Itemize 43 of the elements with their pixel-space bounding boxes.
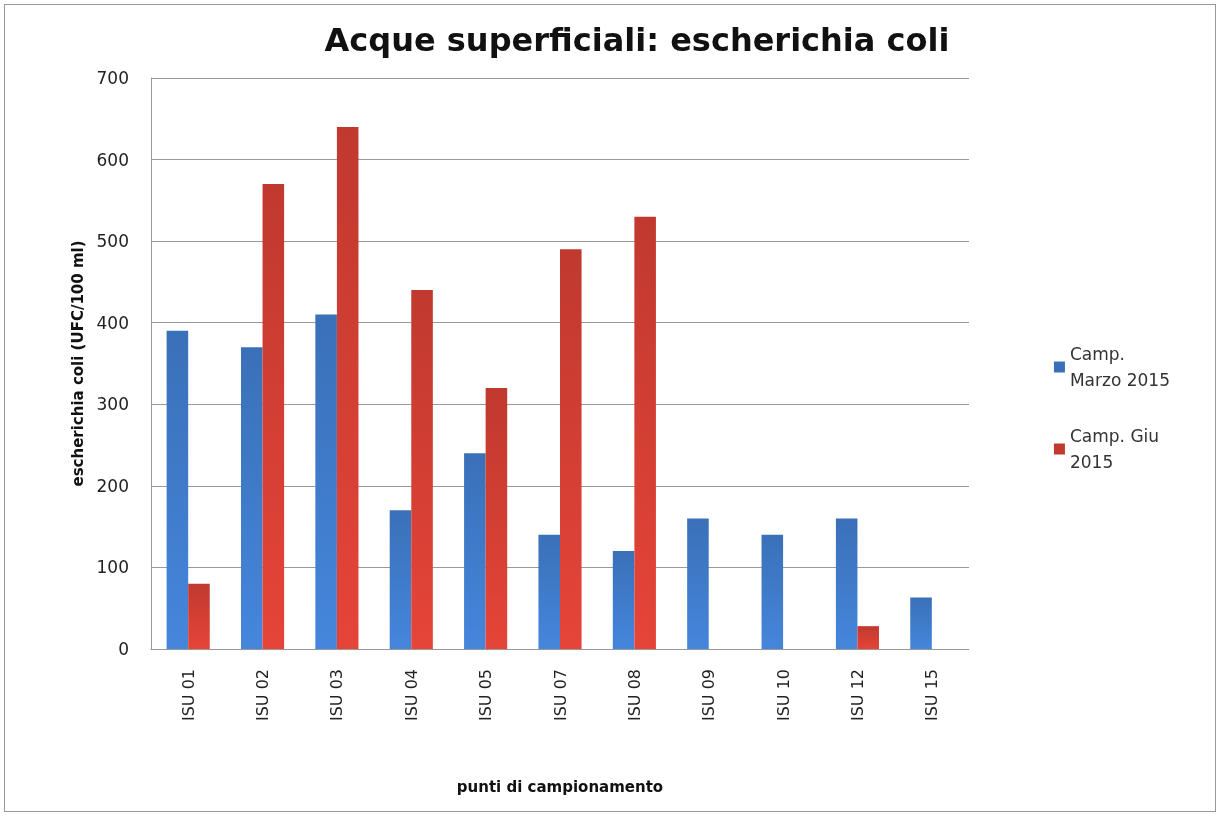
bar [612,551,635,649]
bar [336,126,359,649]
bar [857,626,880,649]
x-tick-label: ISU 04 [401,669,421,722]
x-tick-label: ISU 07 [550,669,570,722]
x-tick-label: ISU 01 [178,669,198,722]
x-tick-label: ISU 09 [699,669,719,722]
bar [560,249,582,649]
x-tick-label: ISU 15 [922,669,942,722]
y-tick-label: 600 [96,149,129,170]
x-tick-label: ISU 12 [847,669,867,722]
x-tick-label: ISU 10 [773,669,793,722]
bar [411,290,433,649]
x-axis-title: punti di campionamento [456,777,664,796]
chart-title: Acque superficiali: escherichia coli [324,21,950,59]
bar [761,534,784,649]
y-tick-label: 500 [96,231,129,252]
bar [389,510,412,649]
bar [835,518,858,649]
bar [315,314,337,649]
bar [485,387,508,649]
bar [538,534,560,649]
y-tick-label: 200 [96,475,129,496]
bar [166,330,189,649]
bar [910,597,932,649]
bar [240,347,263,649]
bar [188,583,210,649]
y-tick-label: 300 [96,394,129,415]
y-axis-title: escherichia coli (UFC/100 ml) [69,240,88,487]
x-tick-label: ISU 08 [624,669,644,722]
x-tick-label: ISU 03 [327,669,347,722]
bar [262,184,285,649]
y-tick-label: 0 [118,639,129,659]
bar [464,453,486,649]
bar [687,518,709,649]
bar [634,216,656,649]
y-tick-label: 700 [96,68,129,88]
y-tick-label: 100 [96,557,129,578]
legend-label: Camp. Giu 2015 [1069,426,1160,472]
x-tick-label: ISU 02 [253,669,273,722]
legend-label: Camp. Marzo 2015 [1069,344,1171,390]
y-tick-label: 400 [96,312,129,333]
x-tick-label: ISU 05 [476,669,496,722]
